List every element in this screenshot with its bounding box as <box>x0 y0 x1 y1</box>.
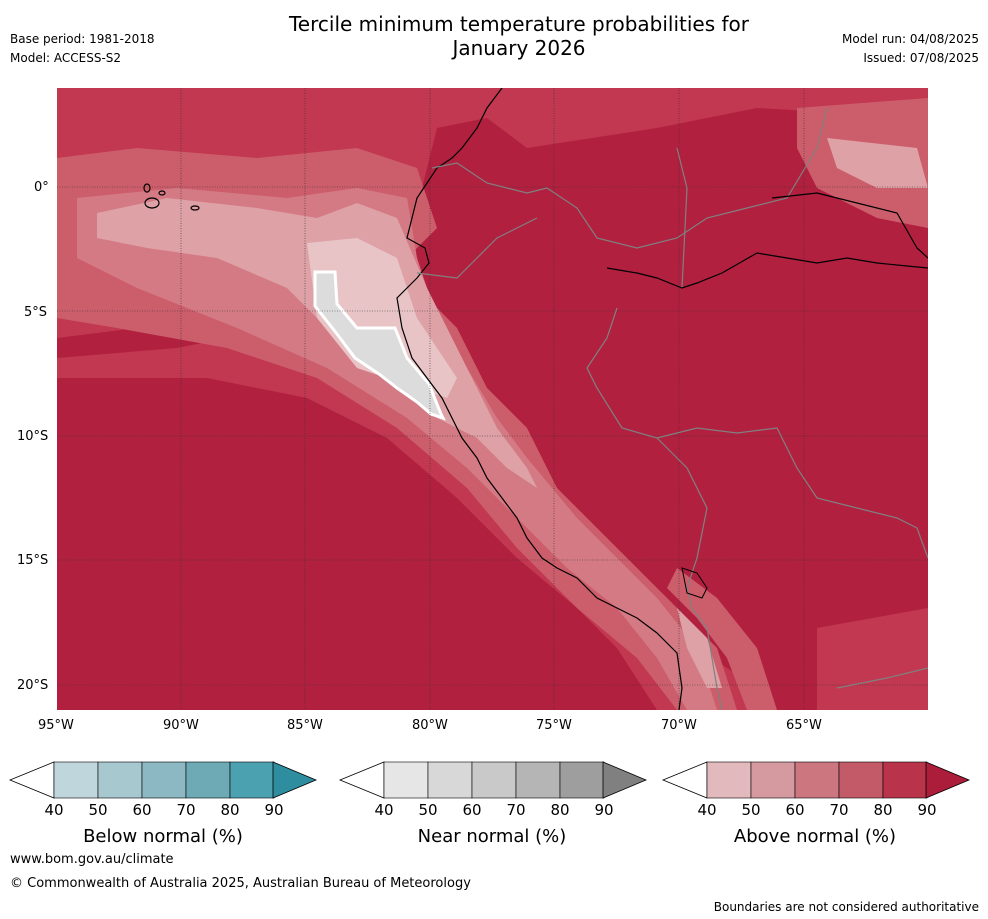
colorbar-above-tick-label: 70 <box>829 801 849 819</box>
boundaries-disclaimer: Boundaries are not considered authoritat… <box>713 900 979 914</box>
colorbar-near-tick-label: 60 <box>462 801 482 819</box>
colorbar-below-tick-label: 80 <box>220 801 240 819</box>
colorbar-below-segment <box>141 761 187 799</box>
lat-tick-0: 0° <box>34 180 49 195</box>
region-above-60 <box>77 188 717 710</box>
colorbar-below-tick-label: 70 <box>176 801 196 819</box>
colorbar-near-tick-label: 90 <box>594 801 614 819</box>
colorbar-above-tick-label: 80 <box>873 801 893 819</box>
colorbar-below-normal <box>8 761 318 799</box>
colorbar-above-segment <box>750 761 796 799</box>
colorbar-near-segment <box>515 761 561 799</box>
colorbar-below-segment <box>97 761 143 799</box>
lon-tick-70w: 70°W <box>661 718 697 733</box>
colorbar-below-tick-label: 90 <box>264 801 284 819</box>
copyright-text: © Commonwealth of Australia 2025, Austra… <box>10 876 471 891</box>
lon-tick-95w: 95°W <box>38 718 74 733</box>
colorbar-near-high-arrow <box>602 761 648 799</box>
amazon-river <box>606 252 928 289</box>
colorbar-above-segment <box>838 761 884 799</box>
map-title: Tercile minimum temperature probabilitie… <box>0 12 988 60</box>
rio-negro <box>771 192 928 259</box>
issued-date: Issued: 07/08/2025 <box>863 51 979 65</box>
colorbar-below-tick-label: 40 <box>44 801 64 819</box>
region-above-40 <box>307 238 457 398</box>
lon-tick-90w: 90°W <box>163 718 199 733</box>
colorbar-above-segment <box>706 761 752 799</box>
colorbar-above-tick-label: 50 <box>741 801 761 819</box>
colorbar-above-title: Above normal (%) <box>733 826 897 847</box>
colorbar-below-low-arrow <box>8 761 55 799</box>
colorbar-below-high-arrow <box>272 761 318 799</box>
colorbar-above-segment <box>794 761 840 799</box>
lat-tick-20s: 20°S <box>17 678 49 693</box>
colorbar-above-tick-label: 40 <box>697 801 717 819</box>
lat-tick-15s: 15°S <box>17 553 49 568</box>
colorbar-below-tick-label: 50 <box>88 801 108 819</box>
colorbar-below-segment <box>229 761 275 799</box>
colorbar-above-high-arrow <box>925 761 971 799</box>
colorbar-near-tick-label: 50 <box>418 801 438 819</box>
galapagos-islands <box>143 183 200 211</box>
coastline <box>396 88 683 710</box>
title-line-1: Tercile minimum temperature probabilitie… <box>288 12 750 36</box>
colorbar-below-title: Below normal (%) <box>83 826 243 847</box>
lat-tick-5s: 5°S <box>24 305 48 320</box>
colorbar-above-low-arrow <box>661 761 708 799</box>
colorbar-near-title: Near normal (%) <box>417 826 567 847</box>
colorbar-near-tick-label: 70 <box>506 801 526 819</box>
map-gridlines <box>57 88 928 710</box>
lon-tick-75w: 75°W <box>536 718 572 733</box>
colorbar-near-segment <box>427 761 473 799</box>
colorbar-near-tick-label: 80 <box>550 801 570 819</box>
country-borders <box>416 107 928 710</box>
model-name: Model: ACCESS-S2 <box>10 51 122 65</box>
colorbar-near-tick-label: 40 <box>374 801 394 819</box>
colorbar-near-segment <box>471 761 517 799</box>
colorbar-near-normal <box>338 761 648 799</box>
colorbar-below-tick-label: 60 <box>132 801 152 819</box>
colorbar-above-segment <box>882 761 928 799</box>
region-above-80-southeast <box>817 608 928 710</box>
base-period: Base period: 1981-2018 <box>10 32 155 46</box>
colorbar-near-segment <box>383 761 429 799</box>
region-above-50-northeast <box>827 138 928 188</box>
colorbar-below-segment <box>53 761 99 799</box>
lat-tick-10s: 10°S <box>17 429 49 444</box>
colorbar-near-segment <box>559 761 605 799</box>
region-above-50-andes <box>677 608 722 688</box>
colorbar-above-tick-label: 90 <box>917 801 937 819</box>
colorbar-below-segment <box>185 761 231 799</box>
lon-tick-65w: 65°W <box>786 718 822 733</box>
colorbar-near-low-arrow <box>338 761 385 799</box>
colorbar-above-normal <box>661 761 971 799</box>
website-link[interactable]: www.bom.gov.au/climate <box>10 852 174 867</box>
lon-tick-85w: 85°W <box>287 718 323 733</box>
title-line-2: January 2026 <box>452 36 586 60</box>
colorbar-above-tick-label: 60 <box>785 801 805 819</box>
region-above-70-andes <box>667 568 777 710</box>
lon-tick-80w: 80°W <box>412 718 448 733</box>
probability-map <box>57 88 928 710</box>
lake-titicaca <box>681 567 708 599</box>
region-near-normal-50 <box>313 270 446 421</box>
model-run-date: Model run: 04/08/2025 <box>841 32 979 46</box>
